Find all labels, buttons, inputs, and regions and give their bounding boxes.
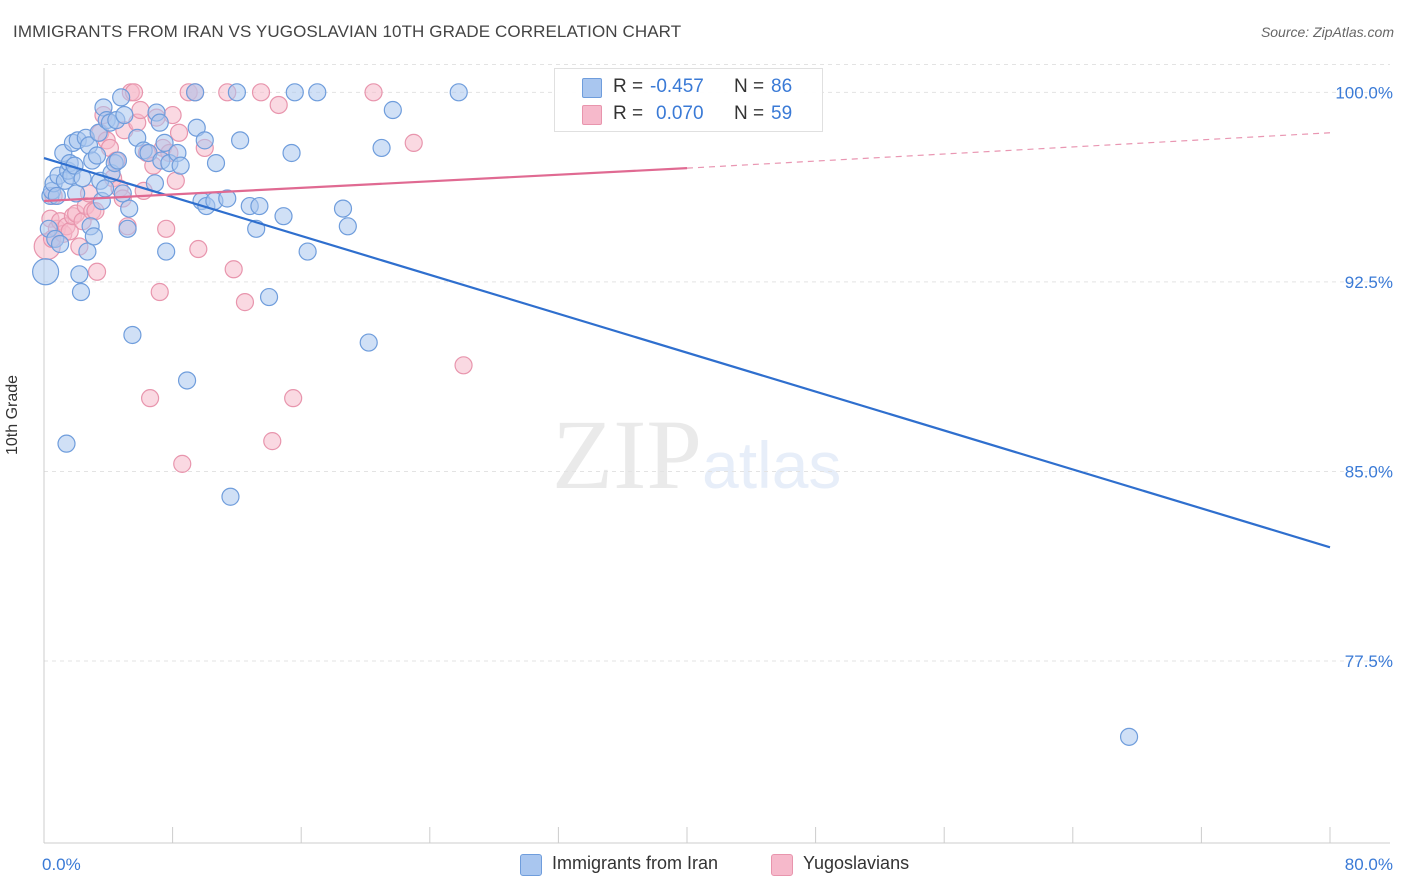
- iran-point: [250, 196, 269, 216]
- iran-point: [70, 265, 89, 284]
- iran-point: [108, 151, 128, 170]
- iran-point: [227, 83, 246, 102]
- iran-point: [218, 189, 237, 208]
- y-tick-label: 77.5%: [1345, 652, 1393, 671]
- yugoslavian-point: [87, 262, 107, 281]
- chart-title: IMMIGRANTS FROM IRAN VS YUGOSLAVIAN 10TH…: [13, 22, 682, 41]
- iran-point: [171, 156, 190, 175]
- yugoslavian-point: [224, 260, 243, 279]
- source-credit: Source: ZipAtlas.com: [1260, 24, 1394, 40]
- iran-point: [1119, 727, 1139, 746]
- yugoslavian-point: [284, 389, 303, 408]
- bottom-legend-label-yugo: Yugoslavians: [803, 853, 910, 873]
- yugoslavian-point: [150, 282, 169, 302]
- iran-point: [383, 100, 402, 120]
- legend-r-label: R =: [613, 76, 644, 97]
- legend-r-value: 0.070: [656, 103, 704, 124]
- yugoslavian-point: [189, 239, 208, 259]
- legend-n-label: N =: [734, 103, 765, 124]
- y-tick-label: 100.0%: [1335, 83, 1393, 102]
- iran-point: [50, 234, 70, 254]
- watermark-atlas: atlas: [702, 428, 842, 502]
- legend-r-value: -0.457: [650, 76, 704, 97]
- legend-n-value: 59: [771, 103, 793, 124]
- x-tick-label: 0.0%: [42, 855, 81, 874]
- yugoslavian-point: [404, 133, 423, 152]
- yugoslavian-point: [169, 123, 189, 142]
- iran-point: [333, 199, 353, 218]
- iran-point: [285, 83, 304, 102]
- iran-point: [155, 133, 174, 152]
- iran-point: [372, 138, 391, 158]
- iran-point: [298, 242, 317, 261]
- yugoslavian-trend-line: [43, 167, 688, 203]
- legend-swatch-yugo: [582, 105, 602, 125]
- yugoslavian-point: [263, 432, 282, 451]
- iran-point: [231, 131, 250, 150]
- iran-point: [71, 282, 91, 302]
- bottom-legend-swatch-iran: [520, 854, 542, 876]
- iran-point: [308, 83, 327, 102]
- iran-point: [123, 325, 142, 345]
- iran-point: [78, 242, 97, 261]
- x-tick-label: 80.0%: [1345, 855, 1393, 874]
- iran-point: [120, 199, 139, 218]
- watermark-zip: ZIP: [552, 399, 702, 510]
- y-tick-label: 92.5%: [1345, 273, 1393, 292]
- yugoslavian-point: [235, 293, 255, 312]
- iran-point: [282, 143, 301, 163]
- iran-point: [87, 146, 107, 165]
- iran-point: [84, 227, 103, 246]
- iran-point: [150, 113, 169, 132]
- yugoslavian-point: [364, 83, 383, 102]
- y-tick-label: 85.0%: [1345, 462, 1393, 481]
- yugoslavian-trend-extension: [686, 132, 1331, 169]
- yugoslavian-point: [454, 356, 473, 375]
- bottom-legend-label-iran: Immigrants from Iran: [552, 853, 719, 873]
- correlation-legend: R = -0.457 N = 86 R = 0.070 N = 59: [554, 68, 823, 132]
- iran-point: [57, 434, 76, 453]
- iran-point: [259, 287, 279, 307]
- legend-r-label: R =: [613, 103, 644, 124]
- bottom-legend-swatch-yugo: [771, 854, 793, 876]
- iran-point: [338, 217, 357, 236]
- iran-point: [47, 186, 66, 206]
- iran-point: [195, 131, 214, 150]
- iran-point: [115, 105, 134, 125]
- iran-point: [274, 207, 293, 226]
- iran-point: [449, 83, 468, 102]
- iran-point: [206, 154, 226, 173]
- yugoslavian-point: [173, 454, 192, 473]
- iran-point: [157, 242, 176, 261]
- iran-point: [95, 179, 115, 198]
- yugoslavian-point: [157, 219, 176, 238]
- iran-point: [113, 184, 132, 203]
- yugoslavian-point: [140, 389, 160, 408]
- iran-point: [359, 333, 378, 352]
- yugoslavian-point: [131, 100, 150, 120]
- iran-point: [32, 258, 60, 286]
- legend-n-label: N =: [734, 76, 765, 97]
- legend-swatch-iran: [582, 78, 602, 98]
- iran-point: [112, 88, 131, 107]
- yugoslavian-point: [269, 95, 288, 115]
- watermark: ZIPatlas: [552, 405, 841, 505]
- yugoslavian-point: [251, 83, 271, 102]
- legend-row-yugo: R = 0.070 N = 59: [555, 101, 822, 127]
- legend-n-value: 86: [771, 76, 793, 97]
- yugoslavian-point: [166, 171, 185, 190]
- iran-point: [177, 371, 197, 390]
- legend-row-iran: R = -0.457 N = 86: [555, 74, 822, 100]
- iran-point: [221, 487, 240, 506]
- iran-trend-line: [43, 156, 1331, 549]
- iran-point: [67, 184, 86, 203]
- iran-point: [186, 83, 205, 102]
- iran-point: [118, 219, 137, 238]
